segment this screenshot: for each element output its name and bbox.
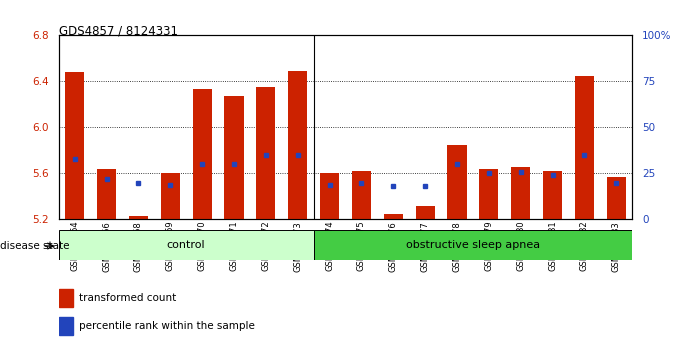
Bar xyxy=(448,145,466,219)
Bar xyxy=(314,230,632,260)
Text: GDS4857 / 8124331: GDS4857 / 8124331 xyxy=(59,25,178,38)
Bar xyxy=(161,173,180,219)
Bar xyxy=(543,171,562,219)
Text: percentile rank within the sample: percentile rank within the sample xyxy=(79,321,256,331)
Bar xyxy=(65,72,84,219)
Bar xyxy=(320,173,339,219)
Bar xyxy=(288,71,307,219)
Bar xyxy=(575,76,594,219)
Bar xyxy=(193,90,211,219)
Bar xyxy=(607,177,626,219)
Bar xyxy=(59,317,73,335)
Bar xyxy=(225,96,243,219)
Bar xyxy=(352,171,371,219)
Bar xyxy=(256,87,276,219)
Text: obstructive sleep apnea: obstructive sleep apnea xyxy=(406,240,540,250)
Bar xyxy=(480,169,498,219)
Bar xyxy=(384,214,403,219)
Text: disease state: disease state xyxy=(0,241,70,251)
Text: transformed count: transformed count xyxy=(79,293,177,303)
Bar xyxy=(129,216,148,219)
Bar xyxy=(415,206,435,219)
Bar xyxy=(59,289,73,307)
Bar xyxy=(97,169,116,219)
Bar xyxy=(511,167,530,219)
Bar xyxy=(59,230,314,260)
Text: control: control xyxy=(167,240,205,250)
